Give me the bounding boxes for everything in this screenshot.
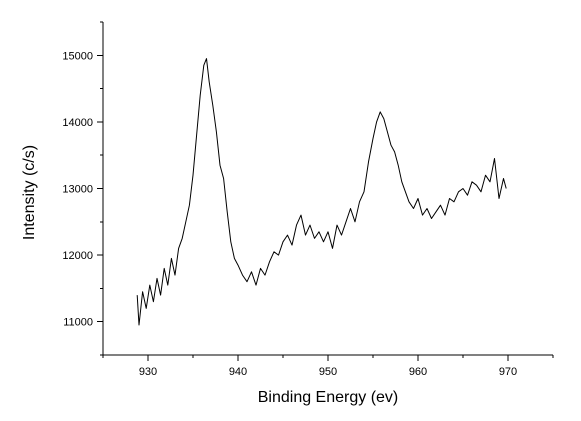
y-tick-label: 15000 [62,50,93,62]
x-tick-label: 960 [409,366,427,378]
x-tick-label: 970 [499,366,517,378]
x-axis-title: Binding Energy (ev) [258,389,399,406]
y-tick-label: 13000 [62,184,93,196]
tick-marks [97,21,554,361]
x-tick-label: 950 [319,366,337,378]
x-tick-label: 940 [229,366,247,378]
y-tick-label: 11000 [63,317,93,329]
y-tick-label: 14000 [62,117,93,129]
x-tick-label: 930 [139,366,157,378]
y-tick-label: 12000 [62,250,93,262]
spectrum-series-line [136,58,507,326]
tick-labels: 930 940 950 960 970 11000 12000 13000 14000 15000 [62,50,517,378]
y-axis-title: Intensity (c/s) [21,145,38,240]
